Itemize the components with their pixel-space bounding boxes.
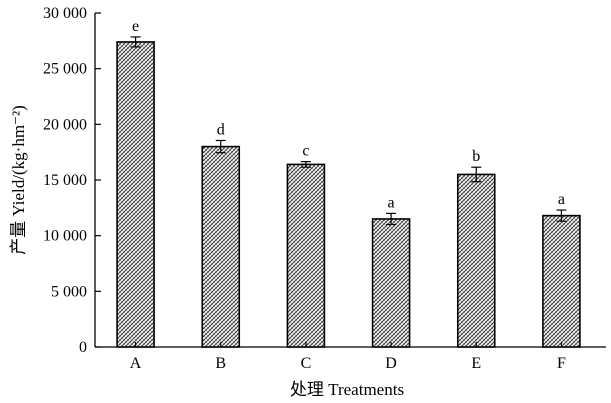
y-tick-label: 15 000 xyxy=(43,172,87,189)
significance-label: a xyxy=(388,194,395,211)
x-tick-label: E xyxy=(471,355,481,372)
x-tick-label: B xyxy=(215,355,226,372)
y-tick-label: 30 000 xyxy=(43,5,87,22)
bar xyxy=(371,218,411,348)
bar xyxy=(456,173,496,348)
y-tick-label: 20 000 xyxy=(43,116,87,133)
bar xyxy=(542,214,581,348)
y-tick-label: 0 xyxy=(79,339,87,356)
bar xyxy=(201,145,241,348)
x-tick-label: D xyxy=(385,355,397,372)
x-tick-label: F xyxy=(557,355,566,372)
significance-label: b xyxy=(472,148,480,165)
bar xyxy=(116,41,155,348)
y-axis-title: 产量 Yield/(kg·hm⁻²) xyxy=(9,105,28,255)
y-tick-label: 25 000 xyxy=(43,61,87,78)
significance-label: d xyxy=(217,121,225,138)
x-tick-label: A xyxy=(130,355,142,372)
significance-label: e xyxy=(132,18,139,35)
x-axis-title: 处理 Treatments xyxy=(290,380,404,399)
significance-label: c xyxy=(302,143,309,160)
y-tick-label: 5 000 xyxy=(51,283,87,300)
significance-label: a xyxy=(558,191,565,208)
y-tick-label: 10 000 xyxy=(43,228,87,245)
bar xyxy=(286,163,326,348)
x-tick-label: C xyxy=(301,355,312,372)
plot-area: 0 5 000 10 000 15 000 20 000 25 000 30 000 e Ad B… xyxy=(43,5,606,372)
